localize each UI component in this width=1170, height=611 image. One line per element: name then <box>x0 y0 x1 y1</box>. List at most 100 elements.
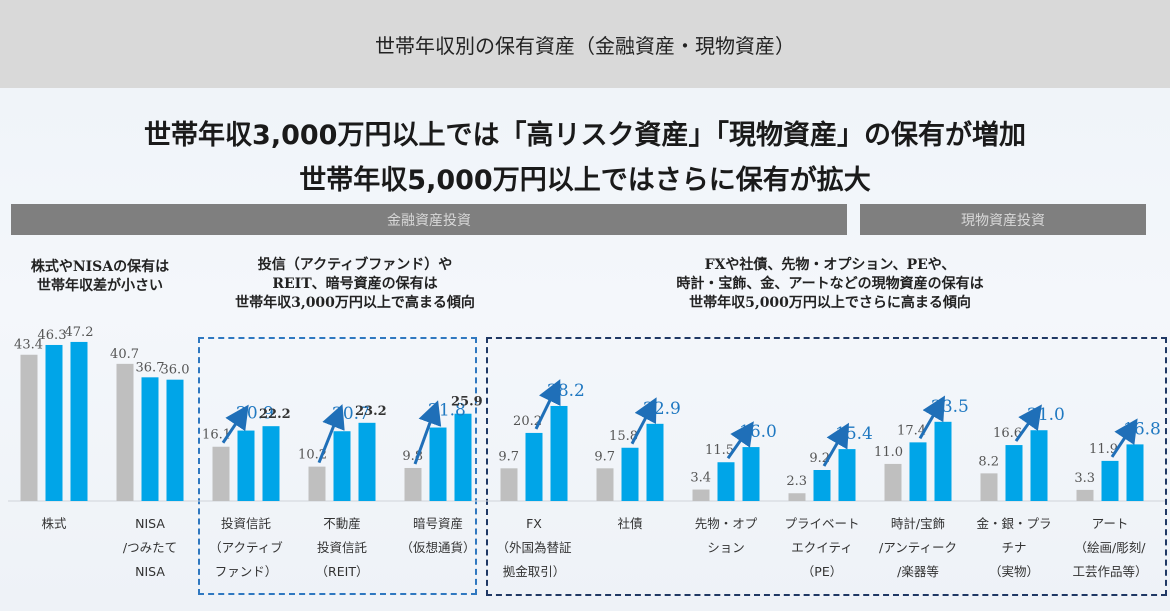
data-label-series3-2: 22.2 <box>259 407 291 422</box>
x-tick-label: 先物・オプ ション <box>680 512 772 560</box>
x-tick-label-line: 金・銀・プラ <box>976 516 1052 531</box>
bar-series1-0 <box>20 354 38 501</box>
x-tick-label-line: 暗号資産 <box>412 516 463 531</box>
bar-series1-1 <box>116 363 134 501</box>
data-label-series2-1: 36.7 <box>136 360 165 375</box>
x-tick-label-line: （仮想通貨） <box>400 540 476 555</box>
bar-series2-0 <box>45 344 63 501</box>
x-tick-label: 暗号資産 （仮想通貨） <box>392 512 484 560</box>
bar-series2-5 <box>525 432 543 501</box>
note-middle-line: 投信（アクティブファンド）や <box>257 257 453 273</box>
x-tick-label-line: チナ <box>1001 540 1027 555</box>
increase-arrow-icon <box>822 422 850 467</box>
x-tick-label-line: （絵画/彫刻/ <box>1074 540 1146 555</box>
data-label-series1-9: 11.0 <box>874 445 903 460</box>
note-right-line: 時計・宝飾、金、アートなどの現物資産の保有は <box>676 276 984 292</box>
bar-series2-6 <box>621 447 639 501</box>
data-label-series1-8: 2.3 <box>786 474 807 489</box>
section-band-financial: 金融資産投資 <box>11 204 847 235</box>
bar-series3-10 <box>1030 430 1048 501</box>
x-tick-label-line: 投資信託 <box>220 516 271 531</box>
x-tick-label-line: （実物） <box>988 564 1039 579</box>
data-label-series3-6: 22.9 <box>643 399 681 419</box>
data-label-series2-6: 15.8 <box>609 429 638 444</box>
bar-series2-8 <box>813 469 831 501</box>
x-tick-label-line: 社債 <box>617 516 643 531</box>
data-label-series3-8: 15.4 <box>835 424 873 444</box>
increase-arrow-icon <box>413 400 442 465</box>
bar-series1-10 <box>980 473 998 501</box>
x-tick-label-line: プライベート <box>784 516 860 531</box>
bar-series1-2 <box>212 446 230 501</box>
data-label-series3-3: 23.2 <box>355 404 387 419</box>
bar-series1-5 <box>500 468 518 501</box>
note-right-line: 世帯年収5,000万円以上でさらに高まる傾向 <box>689 295 971 311</box>
x-tick-label-line: アート <box>1091 516 1129 531</box>
bar-series1-3 <box>308 466 326 501</box>
increase-arrow-icon <box>630 397 657 445</box>
data-label-series2-5: 20.2 <box>513 414 542 429</box>
note-middle-line: REIT、暗号資産の保有は <box>272 276 438 292</box>
headline-line-2: 世帯年収5,000万円以上ではさらに保有が拡大 <box>299 165 871 196</box>
data-label-series3-0: 47.2 <box>65 325 94 340</box>
note-right-line: FXや社債、先物・オプション、PEや、 <box>704 257 956 273</box>
bar-series3-0 <box>70 341 88 501</box>
bar-series2-3 <box>333 431 351 501</box>
x-tick-label-line: 不動産 <box>323 516 361 531</box>
note-middle: 投信（アクティブファンド）や REIT、暗号資産の保有は 世帯年収3,000万円… <box>200 256 510 313</box>
bar-series2-9 <box>909 442 927 501</box>
x-tick-label-line: エクイティ <box>791 540 853 555</box>
increase-arrow-icon <box>1014 404 1042 442</box>
bar-series1-7 <box>692 489 710 501</box>
data-label-series2-7: 11.5 <box>705 443 734 458</box>
bar-series3-11 <box>1126 444 1144 501</box>
x-tick-label: NISA/つみたて NISA <box>104 512 196 584</box>
x-tick-label: 金・銀・プラ チナ （実物） <box>968 512 1060 584</box>
note-left-line: 株式やNISAの保有は <box>30 259 170 275</box>
headline-line-1: 世帯年収3,000万円以上では「高リスク資産」「現物資産」の保有が増加 <box>144 120 1026 151</box>
x-tick-label: 株式 <box>8 512 100 536</box>
x-tick-label-line: NISA <box>135 516 165 531</box>
x-tick-label: 投資信託 （アクティブ ファンド） <box>200 512 292 584</box>
x-tick-label-line: （REIT） <box>315 564 369 579</box>
increase-arrow-icon <box>317 404 345 464</box>
x-tick-label-line: （外国為替証 <box>496 540 572 555</box>
data-label-series3-9: 23.5 <box>931 397 969 417</box>
bar-series1-6 <box>596 468 614 501</box>
increase-arrow-icon <box>918 395 946 440</box>
bar-series1-9 <box>884 463 902 501</box>
note-left: 株式やNISAの保有は 世帯年収差が小さい <box>0 258 200 296</box>
data-label-series2-0: 46.3 <box>38 328 67 343</box>
x-tick-label-line: /つみたて <box>122 540 178 555</box>
note-left-line: 世帯年収差が小さい <box>37 278 163 294</box>
bar-series1-11 <box>1076 489 1094 501</box>
increase-arrow-icon <box>221 404 249 444</box>
x-tick-label: 時計/宝飾/アンティーク/楽器等 <box>872 512 964 584</box>
bar-series3-1 <box>166 379 184 501</box>
bar-series2-11 <box>1101 460 1119 501</box>
data-label-series1-0: 43.4 <box>14 338 43 353</box>
page-header: 世帯年収別の保有資産（金融資産・現物資産） <box>0 0 1170 88</box>
x-tick-label-line: 工芸作品等） <box>1072 564 1148 579</box>
bar-series1-4 <box>404 467 422 501</box>
bar-series3-6 <box>646 423 664 501</box>
bar-series2-7 <box>717 462 735 501</box>
bar-series3-4 <box>454 413 472 501</box>
x-tick-label-line: （PE） <box>801 564 843 579</box>
data-label-series1-6: 9.7 <box>594 449 615 464</box>
x-tick-label-line: 拠金取引） <box>502 564 566 579</box>
x-tick-label-line: ファンド） <box>214 564 278 579</box>
bar-series2-1 <box>141 377 159 501</box>
data-label-series2-11: 11.9 <box>1089 442 1118 457</box>
data-label-series1-7: 3.4 <box>690 471 711 486</box>
section-band-physical: 現物資産投資 <box>860 204 1146 235</box>
x-tick-label: アート （絵画/彫刻/工芸作品等） <box>1064 512 1156 584</box>
x-tick-label-line: FX <box>526 516 542 531</box>
section-label-physical: 現物資産投資 <box>961 212 1045 229</box>
x-tick-label-line: /楽器等 <box>897 564 939 579</box>
data-label-series3-1: 36.0 <box>161 363 190 378</box>
bar-series3-5 <box>550 405 568 501</box>
x-tick-label-line: ション <box>707 540 745 555</box>
increase-arrow-icon <box>534 379 561 430</box>
